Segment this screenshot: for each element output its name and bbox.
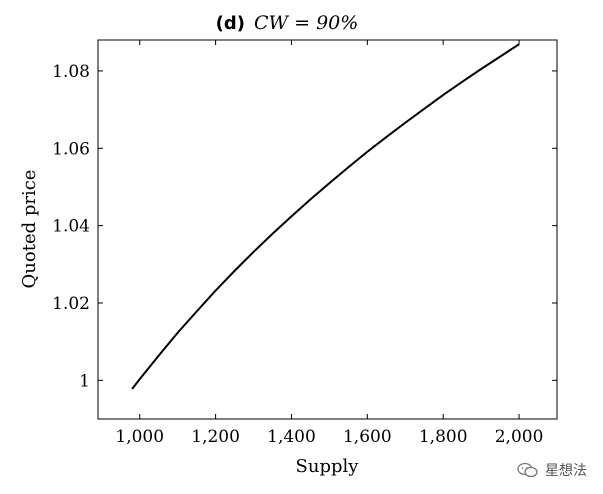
- y-tick-label: 1: [79, 371, 90, 391]
- x-axis: 1,000 1,200 1,400 1,600 1,800 2,000: [115, 40, 543, 447]
- plot-area: [131, 43, 520, 390]
- x-tick-label: 1,400: [267, 427, 316, 447]
- wechat-icon: [517, 462, 538, 478]
- x-tick-label: 1,800: [419, 427, 468, 447]
- chart-title-label: (d): [216, 13, 245, 34]
- y-axis-label: Quoted price: [19, 170, 40, 289]
- series-line: [131, 43, 520, 390]
- x-tick-label: 1,200: [191, 427, 240, 447]
- y-tick-label: 1.06: [52, 139, 90, 159]
- watermark-text: 星想法: [545, 463, 587, 479]
- chart-title-formula: CW = 90%: [254, 12, 358, 34]
- y-axis: 1 1.02 1.04 1.06 1.08: [52, 62, 557, 391]
- y-tick-label: 1.02: [52, 294, 90, 314]
- x-axis-label: Supply: [296, 456, 360, 477]
- y-tick-label: 1.08: [52, 62, 90, 82]
- plot-frame: [97, 39, 558, 420]
- x-tick-label: 1,000: [115, 427, 164, 447]
- x-tick-label: 2,000: [495, 427, 544, 447]
- y-tick-label: 1.04: [52, 217, 90, 237]
- watermark: 星想法: [517, 460, 587, 480]
- x-tick-label: 1,600: [343, 427, 392, 447]
